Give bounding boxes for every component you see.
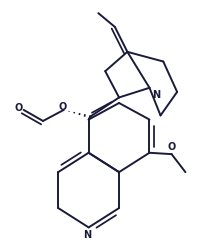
Text: N: N xyxy=(83,230,91,240)
Text: O: O xyxy=(14,103,23,113)
Text: O: O xyxy=(167,142,176,152)
Text: N: N xyxy=(152,90,160,100)
Text: O: O xyxy=(58,102,67,112)
